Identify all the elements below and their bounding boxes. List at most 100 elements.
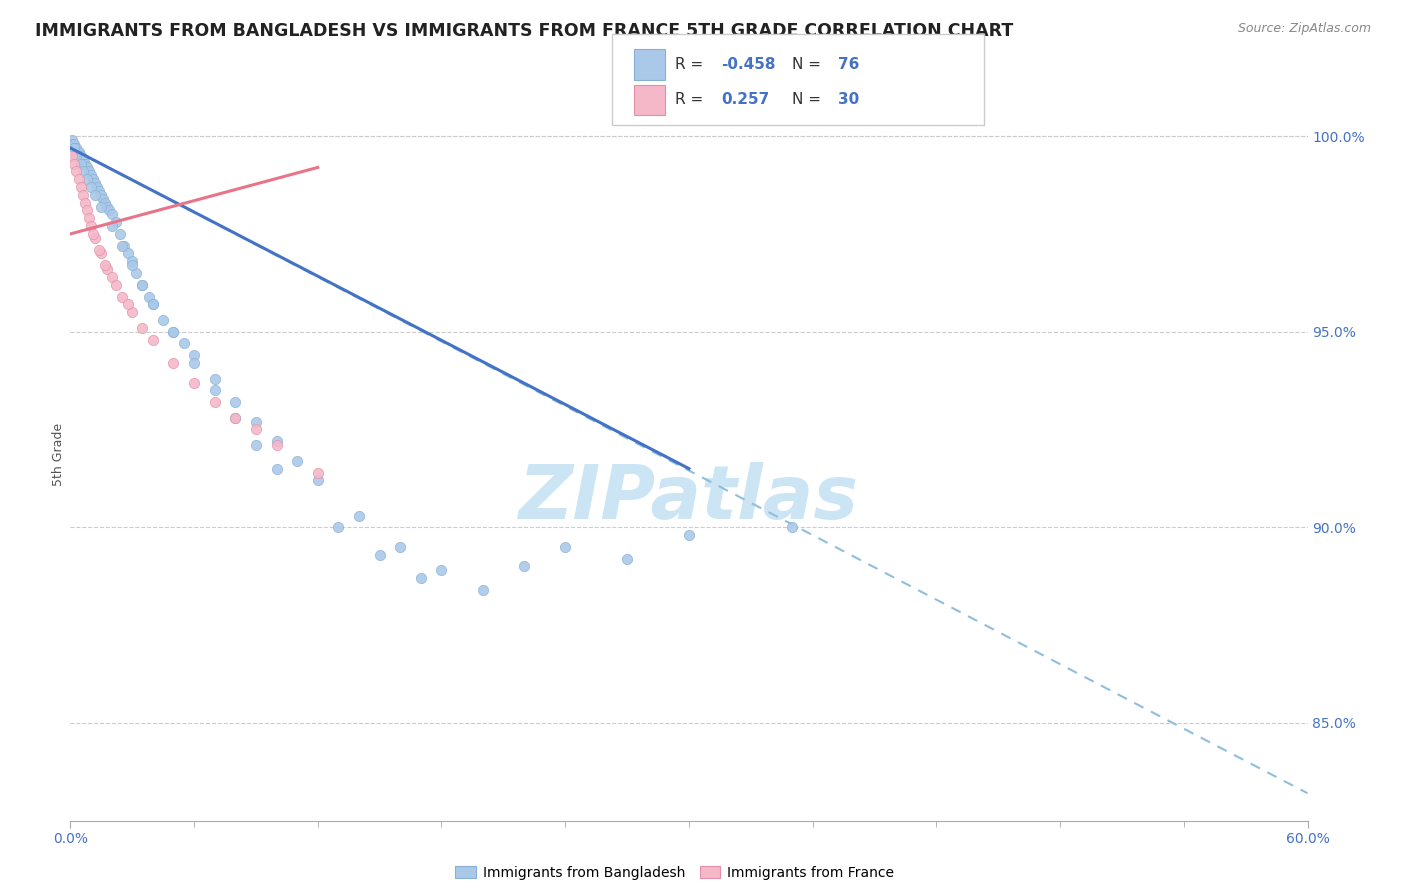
Point [173, 336, 195, 351]
Point [96, 200, 118, 214]
Point [94, 258, 117, 272]
Point [80, 219, 103, 233]
Point [111, 238, 134, 252]
Point [77, 164, 100, 178]
Point [513, 559, 536, 574]
Point [121, 258, 143, 272]
Point [121, 254, 143, 268]
Point [80, 168, 103, 182]
Point [89, 243, 111, 257]
Point [76, 161, 98, 175]
Point [131, 320, 153, 334]
Point [90, 246, 112, 260]
Text: N =: N = [792, 93, 825, 107]
Point [84, 231, 107, 245]
Point [554, 540, 576, 554]
Point [131, 277, 153, 292]
Point [152, 313, 174, 327]
Point [100, 207, 122, 221]
Point [204, 371, 226, 385]
Point [84, 187, 107, 202]
Point [76, 172, 98, 186]
Point [430, 563, 453, 577]
Point [224, 410, 246, 425]
Point [328, 520, 350, 534]
Point [73, 195, 96, 210]
Point [86, 180, 108, 194]
Point [245, 422, 267, 436]
Point [142, 297, 165, 311]
Point [224, 395, 246, 409]
Point [183, 356, 205, 370]
Text: 76: 76 [838, 57, 859, 72]
Text: IMMIGRANTS FROM BANGLADESH VS IMMIGRANTS FROM FRANCE 5TH GRADE CORRELATION CHART: IMMIGRANTS FROM BANGLADESH VS IMMIGRANTS… [35, 22, 1014, 40]
Point [63, 136, 86, 151]
Point [65, 141, 87, 155]
Point [245, 438, 267, 452]
Point [131, 277, 153, 292]
Point [183, 376, 205, 390]
Point [162, 325, 184, 339]
Text: 30: 30 [838, 93, 859, 107]
Point [780, 520, 803, 534]
Point [65, 164, 87, 178]
Point [347, 508, 370, 523]
Point [117, 246, 139, 260]
Point [266, 461, 288, 475]
Text: 0.257: 0.257 [721, 93, 769, 107]
Point [72, 187, 94, 202]
Point [72, 153, 94, 167]
Point [63, 156, 86, 170]
Point [389, 540, 412, 554]
Point [72, 164, 94, 178]
Point [100, 269, 122, 284]
Point [60, 133, 83, 147]
Point [104, 277, 127, 292]
Point [162, 325, 184, 339]
Point [73, 156, 96, 170]
Point [67, 172, 90, 186]
Point [616, 551, 638, 566]
Point [70, 153, 93, 167]
Legend: Immigrants from Bangladesh, Immigrants from France: Immigrants from Bangladesh, Immigrants f… [450, 860, 900, 885]
Point [63, 141, 86, 155]
Point [678, 528, 700, 542]
Point [98, 203, 121, 218]
Point [77, 211, 100, 226]
Point [94, 195, 117, 210]
Point [66, 145, 89, 159]
Point [67, 145, 90, 159]
Point [111, 289, 134, 303]
Point [121, 305, 143, 319]
Point [204, 395, 226, 409]
Text: N =: N = [792, 57, 825, 72]
Point [266, 434, 288, 449]
Point [90, 200, 112, 214]
Point [82, 172, 104, 186]
Point [65, 149, 87, 163]
Point [112, 238, 135, 252]
Point [307, 466, 329, 480]
Point [285, 454, 308, 468]
Text: -0.458: -0.458 [721, 57, 776, 72]
Point [60, 149, 83, 163]
Point [91, 192, 114, 206]
Point [73, 156, 96, 170]
Point [82, 227, 104, 241]
Point [368, 548, 391, 562]
Point [142, 297, 165, 311]
Point [89, 184, 111, 198]
Point [69, 149, 91, 163]
Point [224, 410, 246, 425]
Point [125, 266, 148, 280]
Point [65, 141, 87, 155]
Text: R =: R = [675, 57, 709, 72]
Point [104, 215, 127, 229]
Point [90, 187, 112, 202]
Point [471, 582, 494, 597]
Point [69, 149, 91, 163]
Text: Source: ZipAtlas.com: Source: ZipAtlas.com [1237, 22, 1371, 36]
Point [62, 136, 84, 151]
Point [245, 415, 267, 429]
Point [117, 297, 139, 311]
